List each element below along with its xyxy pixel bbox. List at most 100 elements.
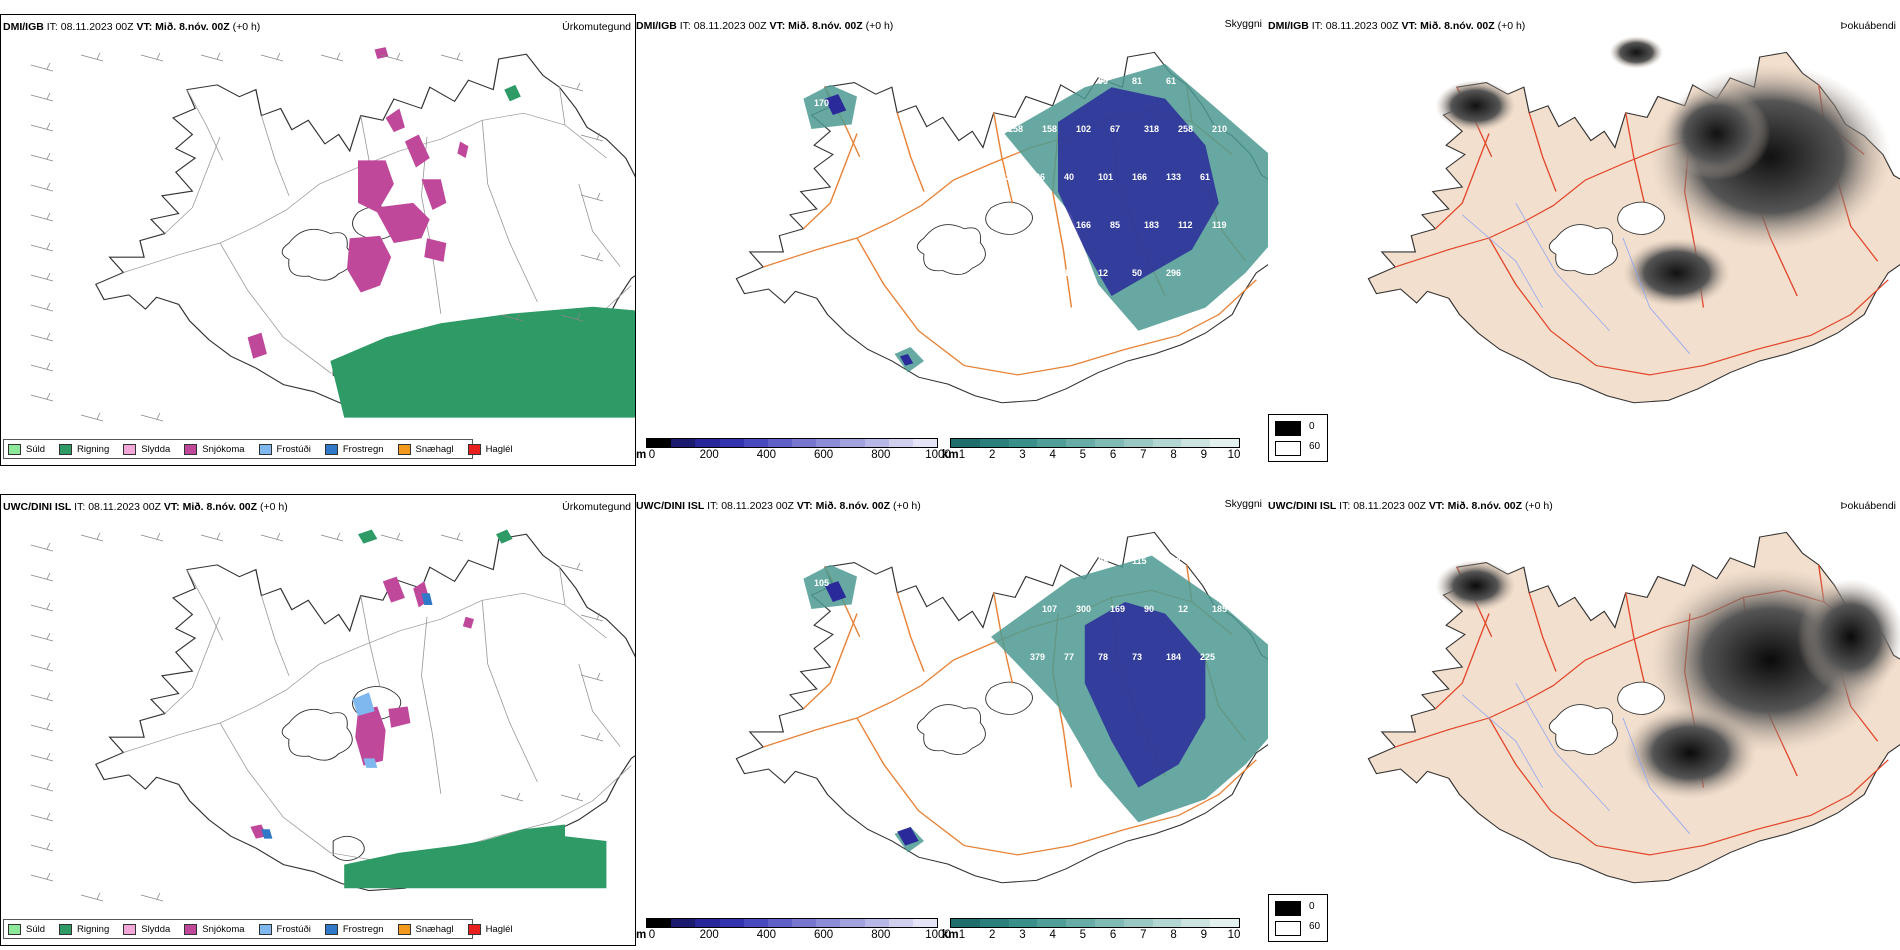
legend-swatch <box>397 443 411 455</box>
colorbar-tick-label: 200 <box>699 449 719 461</box>
colorbar-segment <box>1152 919 1182 927</box>
cloudbase-value-label: 115 <box>1008 220 1023 230</box>
legend-item: Súld <box>8 443 45 455</box>
legend-label: Haglél <box>485 923 513 935</box>
cloudbase-value-label: 170 <box>814 98 829 108</box>
cloudbase-value-label: 120 <box>766 578 781 588</box>
legend-item: Slydda <box>123 443 170 455</box>
wind-barbs <box>30 532 604 902</box>
panel-header: UWC/DINI ISL IT: 08.11.2023 00Z VT: Mið.… <box>1268 500 1553 512</box>
legend-item: Frostregn <box>324 443 384 455</box>
colorbar-segment <box>1210 439 1239 447</box>
legend-item: Rigning <box>59 923 109 935</box>
legend-swatch <box>397 923 411 935</box>
colorbar-segment <box>719 919 744 927</box>
cloudbase-value-label: 23 <box>1030 556 1040 566</box>
colorbar-segment <box>1123 439 1153 447</box>
cloudbase-value-label: 105 <box>814 578 829 588</box>
colorbar-tick-label: 2 <box>989 449 996 461</box>
cloudbase-value-label: 85 <box>1110 220 1120 230</box>
legend-label: Snæhagl <box>415 443 454 455</box>
colorbar-segment <box>1210 919 1239 927</box>
colorbar-tick-label: 6 <box>1109 449 1117 461</box>
colorbar-segment <box>743 439 768 447</box>
cloudbase-visibility-panel-bottom: 120 97 105 138 23 86 98 115 112 108 112 107 300 169 90… <box>636 494 1268 946</box>
legend-item: Frostúði <box>258 443 311 455</box>
cloudbase-value-label: 115 <box>1042 220 1057 230</box>
cloudbase-colorbar: m 0 200 400 600 800 1000 <box>636 918 951 946</box>
cloudbase-value-label: 61 <box>1166 76 1176 86</box>
legend-label: Slydda <box>141 923 171 935</box>
legend-swatch <box>59 443 73 455</box>
cloudbase-unit: m <box>636 929 647 941</box>
wind-barbs <box>30 52 604 422</box>
cloudbase-value-label: 133 <box>1166 172 1181 182</box>
cloudbase-visibility-panel-top: 60 115 170 11 58 122 99 81 61 179 158 158 102 67 318 25… <box>636 14 1268 466</box>
colorbar-tick-label: 7 <box>1140 929 1147 941</box>
cloudbase-map: 120 97 105 138 23 86 98 115 112 108 112 107 300 169 90… <box>735 531 1268 884</box>
colorbar-tick-label: 800 <box>871 929 891 941</box>
cloudbase-value-label: 183 <box>1144 220 1159 230</box>
colorbar-tick-label: 2 <box>989 929 996 941</box>
cloudbase-value-label: 67 <box>1110 124 1120 134</box>
precip-legend: Súld Rigning Slydda Snjókoma Frostúði Frostre… <box>3 919 513 939</box>
precip-type-panel-bottom: UWC/DINI ISL IT: 08.11.2023 00Z VT: Mið.… <box>0 494 636 946</box>
colorbar-tick-label: 5 <box>1079 449 1087 461</box>
colorbar-segment <box>979 439 1009 447</box>
cloudbase-value-label: 12 <box>1098 268 1108 278</box>
legend-swatch <box>324 443 338 455</box>
cloudbase-value-label: 158 <box>1008 124 1023 134</box>
colorbar-tick-label: 5 <box>1079 929 1087 941</box>
legend-swatch <box>324 923 338 935</box>
precip-type-map <box>30 47 635 422</box>
precip-type-map <box>30 529 635 902</box>
visibility-colorbar: km 1 2 3 4 5 6 7 8 9 10 <box>942 918 1242 946</box>
legend-item: Haglél <box>467 443 513 455</box>
legend-label: Haglél <box>485 443 513 455</box>
colorbar-segment <box>1094 919 1124 927</box>
colorbar-tick-label: 1000 <box>925 929 951 941</box>
colorbar-segment <box>719 439 744 447</box>
fog-legend: 0 60 <box>1268 414 1328 462</box>
cloudbase-value-label: 119 <box>1212 220 1227 230</box>
colorbar-segment <box>840 439 865 447</box>
colorbar-tick-label: 8 <box>1170 929 1177 941</box>
cloudbase-value-label: 179 <box>1200 76 1215 86</box>
colorbar-segment <box>792 919 817 927</box>
panel-header: DMI/IGB IT: 08.11.2023 00Z VT: Mið. 8.nó… <box>1268 20 1526 32</box>
colorbar-tick-label: 800 <box>871 449 891 461</box>
fog-indicator-panel-top: 0 60 DMI/IGB IT: 08.11.2023 <box>1268 14 1900 466</box>
colorbar-tick-label: 600 <box>814 449 834 461</box>
cloudbase-value-label: 108 <box>1200 556 1215 566</box>
colorbar-segment <box>864 919 889 927</box>
legend-item: Haglél <box>467 923 513 935</box>
legend-item: Frostúði <box>258 923 311 935</box>
legend-swatch <box>8 443 21 455</box>
visibility-colorbar: km 1 2 3 4 5 6 7 8 9 10 <box>942 438 1242 466</box>
cloudbase-value-label: 184 <box>1166 652 1181 662</box>
cloudbase-value-label: 12 <box>1178 604 1188 614</box>
colorbar-segment <box>816 919 841 927</box>
fog-indicator-panel-bottom: 0 60 UWC/DINI ISL IT: 08.11.2023 00Z <box>1268 494 1900 946</box>
colorbar-segment <box>743 919 768 927</box>
cloudbase-value-label: 185 <box>1212 604 1227 614</box>
cloudbase-value-label: 115 <box>790 114 805 124</box>
colorbar-segment <box>671 919 696 927</box>
colorbar-segment <box>912 439 938 447</box>
cloudbase-labels: 60 115 170 11 58 122 99 81 61 179 158 158 102 67 318 25… <box>766 76 1227 398</box>
fog-legend: 0 60 <box>1268 894 1328 942</box>
colorbar-segment <box>912 919 938 927</box>
legend-swatch <box>184 443 198 455</box>
legend-swatch <box>258 923 272 935</box>
cloudbase-value-label: 78 <box>1098 652 1108 662</box>
legend-swatch <box>184 923 198 935</box>
snow-area <box>247 47 469 359</box>
legend-swatch <box>8 923 21 935</box>
cloudbase-value-label: 169 <box>1110 604 1125 614</box>
colorbar-segment <box>1152 439 1182 447</box>
cloudbase-value-label: 73 <box>1132 652 1142 662</box>
cloudbase-value-label: 58 <box>1030 76 1040 86</box>
colorbar-tick-label: 400 <box>756 929 776 941</box>
cloudbase-value-label: 122 <box>1064 76 1079 86</box>
cloudbase-value-label: 40 <box>1064 172 1074 182</box>
